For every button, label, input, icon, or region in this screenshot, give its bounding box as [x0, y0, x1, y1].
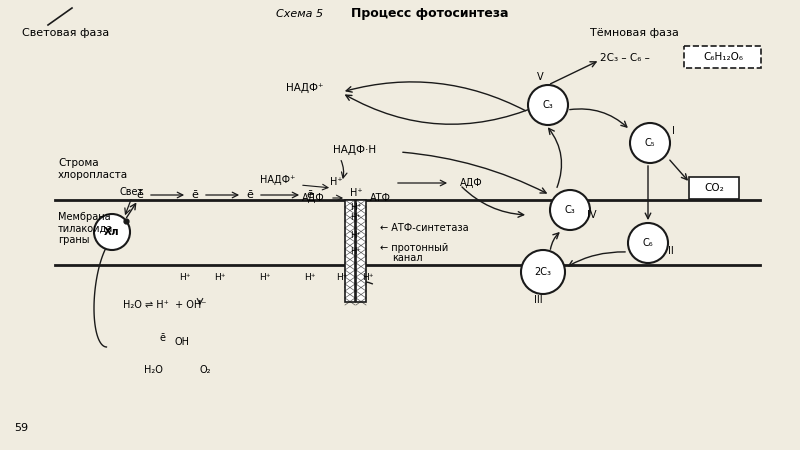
Text: ē: ē — [159, 333, 165, 343]
Circle shape — [628, 223, 668, 263]
Text: ← протонный: ← протонный — [380, 243, 448, 253]
Text: H⁺: H⁺ — [330, 177, 342, 187]
Text: НАДФ⁺: НАДФ⁺ — [260, 175, 296, 185]
Text: ē: ē — [191, 190, 198, 200]
Text: ē: ē — [137, 190, 143, 200]
Text: H⁺: H⁺ — [304, 274, 316, 283]
Text: Тёмновая фаза: Тёмновая фаза — [590, 28, 679, 38]
Text: АДФ: АДФ — [460, 178, 482, 188]
Text: H⁺: H⁺ — [259, 274, 270, 283]
Circle shape — [528, 85, 568, 125]
Text: ē: ē — [246, 190, 254, 200]
Circle shape — [630, 123, 670, 163]
Text: Строма
хлоропласта: Строма хлоропласта — [58, 158, 128, 180]
Text: H⁺: H⁺ — [350, 213, 362, 222]
Text: IV: IV — [587, 210, 597, 220]
Text: H⁺: H⁺ — [350, 188, 362, 198]
Circle shape — [550, 190, 590, 230]
Text: H⁺: H⁺ — [179, 274, 190, 283]
Text: Процесс фотосинтеза: Процесс фотосинтеза — [351, 8, 509, 21]
Text: H⁺: H⁺ — [350, 230, 362, 239]
Bar — [356, 200, 366, 302]
Text: Мембрана
тилакоида
граны: Мембрана тилакоида граны — [58, 212, 114, 245]
Text: С₅: С₅ — [645, 138, 655, 148]
Text: ē: ē — [306, 190, 314, 200]
Text: I: I — [671, 126, 674, 136]
Text: Свет: Свет — [120, 187, 144, 197]
Text: АДФ: АДФ — [302, 193, 325, 203]
FancyBboxPatch shape — [684, 46, 761, 68]
Text: 2С₃: 2С₃ — [534, 267, 551, 277]
Text: Схема 5: Схема 5 — [277, 9, 323, 19]
Circle shape — [521, 250, 565, 294]
Text: 2С₃ – С₆ –: 2С₃ – С₆ – — [600, 53, 650, 63]
Text: канал: канал — [392, 253, 422, 263]
Text: С₆Н₁₂О₆: С₆Н₁₂О₆ — [703, 52, 743, 62]
Text: НАДФ·Н: НАДФ·Н — [334, 145, 377, 155]
Text: H₂O ⇌ H⁺  + OH⁻: H₂O ⇌ H⁺ + OH⁻ — [123, 300, 206, 310]
Text: CO₂: CO₂ — [704, 183, 724, 193]
Text: V: V — [537, 72, 543, 82]
Text: III: III — [534, 295, 542, 305]
Text: O₂: O₂ — [199, 365, 210, 375]
Text: H⁺: H⁺ — [214, 274, 226, 283]
Text: H⁺: H⁺ — [336, 274, 348, 283]
Text: АТФ: АТФ — [370, 193, 391, 203]
FancyBboxPatch shape — [689, 177, 739, 199]
Text: Световая фаза: Световая фаза — [22, 28, 110, 38]
Text: 59: 59 — [14, 423, 28, 433]
Text: НАДФ⁺: НАДФ⁺ — [286, 83, 324, 93]
Text: С₆: С₆ — [642, 238, 654, 248]
Text: С₃: С₃ — [542, 100, 554, 110]
Text: H⁺: H⁺ — [350, 203, 362, 212]
Text: H₂O: H₂O — [143, 365, 162, 375]
Text: С₃: С₃ — [565, 205, 575, 215]
Text: ← АТФ-синтетаза: ← АТФ-синтетаза — [380, 223, 469, 233]
Text: H⁺: H⁺ — [350, 248, 362, 256]
Text: ОН: ОН — [174, 337, 190, 347]
Text: H⁺: H⁺ — [362, 274, 374, 283]
Text: II: II — [668, 246, 674, 256]
Circle shape — [94, 214, 130, 250]
Text: Хл: Хл — [104, 227, 120, 237]
Bar — [345, 200, 355, 302]
